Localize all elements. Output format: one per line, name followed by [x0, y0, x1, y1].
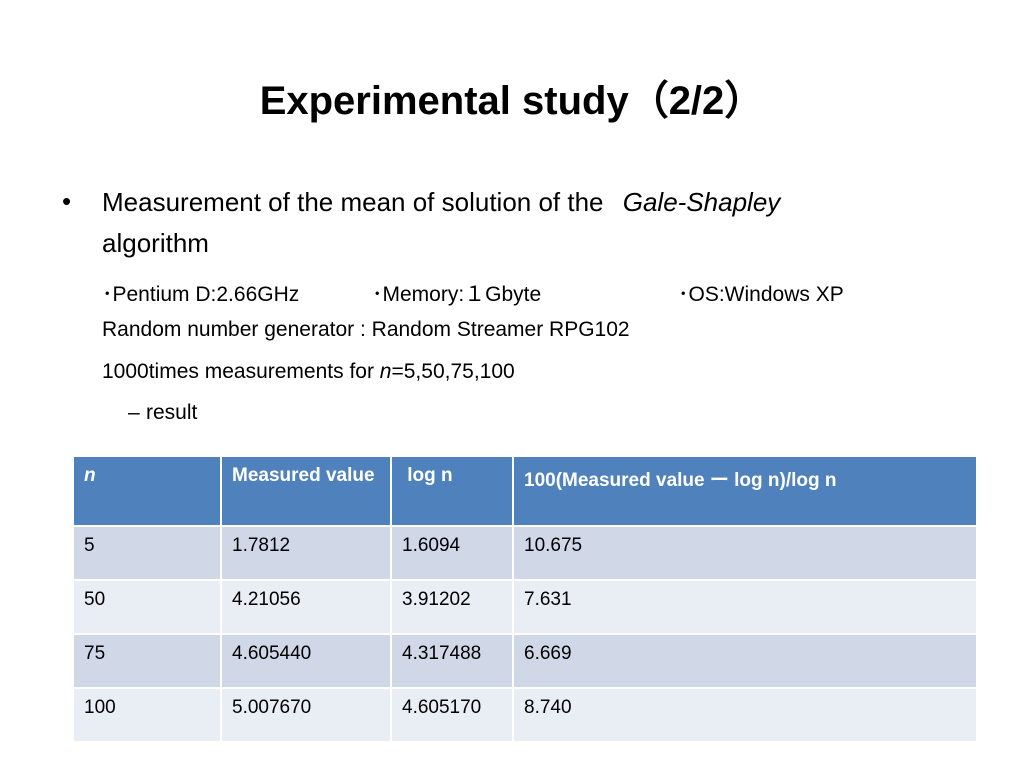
cell-log-n: 4.605170 [390, 687, 514, 743]
bullet-main-line: Measurement of the mean of solution of t… [102, 187, 780, 218]
header-log-n: log n [390, 455, 514, 527]
cell-log-n: 3.91202 [390, 579, 514, 635]
measurements-prefix: 1000times measurements for [102, 360, 380, 383]
bullet-icon: • [62, 186, 72, 216]
bullet-main-line-2: algorithm [102, 228, 209, 258]
cell-diff: 7.631 [512, 579, 978, 635]
cell-diff: 6.669 [512, 633, 978, 689]
measurements-line: 1000times measurements for n=5,50,75,100 [102, 360, 515, 384]
cell-measured: 4.605440 [220, 633, 392, 689]
cell-measured: 5.007670 [220, 687, 392, 743]
cell-log-n: 1.6094 [390, 525, 514, 581]
spec-cpu: ･Pentium D:2.66GHz [102, 283, 300, 306]
table-row: 50 4.21056 3.91202 7.631 [72, 579, 978, 635]
results-table: n Measured value log n 100(Measured valu… [72, 455, 978, 743]
table-row: 75 4.605440 4.317488 6.669 [72, 633, 978, 689]
measurements-variable: n [379, 360, 392, 383]
cell-n: 5 [72, 525, 222, 581]
slide-title: Experimental study（2/2） [259, 79, 765, 123]
cell-diff: 10.675 [512, 525, 978, 581]
header-relative-diff: 100(Measured value ー log n)/log n [512, 455, 978, 527]
rng-line: Random number generator : Random Streame… [102, 318, 630, 341]
cell-measured: 1.7812 [220, 525, 392, 581]
bullet-text-italic: Gale-Shapley [622, 187, 781, 217]
cell-diff: 8.740 [512, 687, 978, 743]
header-n: n [72, 455, 222, 527]
result-label: result [146, 401, 198, 424]
cell-log-n: 4.317488 [390, 633, 514, 689]
cell-measured: 4.21056 [220, 579, 392, 635]
bullet-text-part1: Measurement of the mean of solution of t… [102, 187, 611, 217]
table-header-row: n Measured value log n 100(Measured valu… [72, 455, 978, 527]
measurements-suffix: =5,50,75,100 [391, 360, 515, 383]
dash-icon: – [128, 401, 140, 424]
table-row: 100 5.007670 4.605170 8.740 [72, 687, 978, 743]
spec-memory: ･Memory:１Gbyte [372, 283, 542, 306]
cell-n: 75 [72, 633, 222, 689]
table-row: 5 1.7812 1.6094 10.675 [72, 525, 978, 581]
header-n-text: n [84, 465, 96, 486]
header-measured-value: Measured value [220, 455, 392, 527]
spec-os: ･OS:Windows XP [678, 283, 844, 306]
cell-n: 100 [72, 687, 222, 743]
cell-n: 50 [72, 579, 222, 635]
